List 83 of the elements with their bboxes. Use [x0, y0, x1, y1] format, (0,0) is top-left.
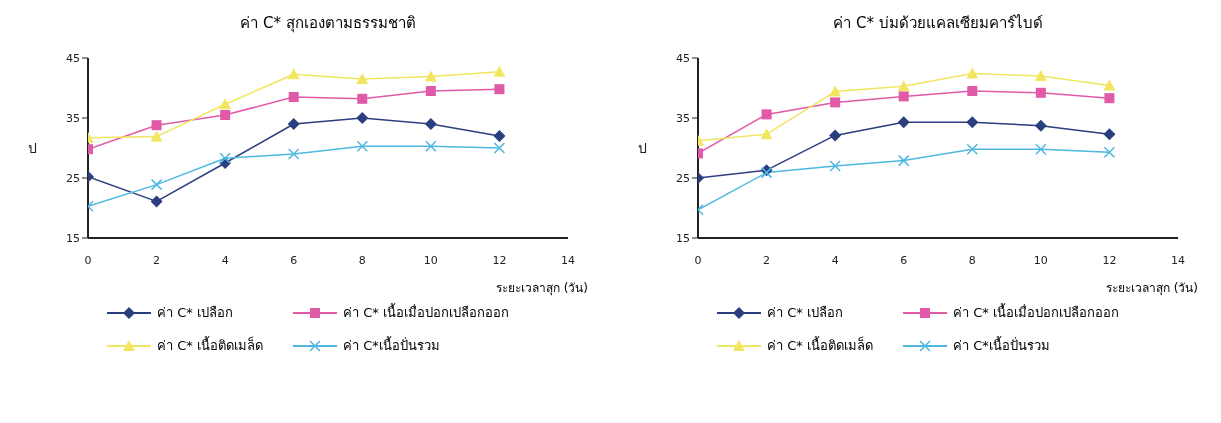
x-tick-label: 2	[153, 253, 161, 267]
x-tick-label: 10	[1033, 253, 1048, 267]
x-tick-label: 0	[84, 253, 92, 267]
point	[966, 116, 979, 129]
x-tick-label: 12	[492, 253, 507, 267]
point	[897, 116, 910, 129]
legend-label: ค่า C*เนื้อปั่นรวม	[953, 335, 1050, 355]
legend-label: ค่า C* เปลือก	[767, 304, 843, 322]
x-tick-label: 12	[1102, 253, 1117, 267]
point	[356, 112, 369, 124]
legend-label: ค่า C* เปลือก	[157, 304, 233, 322]
point	[493, 142, 506, 154]
point	[966, 67, 979, 79]
point	[494, 84, 505, 95]
point	[219, 98, 232, 110]
point	[150, 195, 163, 208]
y-axis-title: ป	[28, 139, 37, 156]
point	[287, 118, 300, 130]
point	[967, 86, 978, 96]
x-tick-label: 4	[831, 253, 839, 267]
point	[356, 73, 369, 84]
point	[760, 128, 773, 140]
legend-label: ค่า C* เนื้อติดเมล็ด	[767, 335, 873, 355]
point	[1034, 119, 1047, 132]
y-tick-label: 15	[676, 231, 690, 245]
point	[830, 97, 841, 108]
point	[1103, 128, 1116, 141]
point	[356, 140, 369, 152]
y-tick-label: 45	[66, 51, 80, 65]
point	[357, 93, 368, 104]
y-tick-label: 15	[66, 231, 80, 245]
point	[150, 178, 163, 191]
point	[897, 154, 910, 167]
y-tick-label: 45	[676, 51, 690, 65]
legend-label: ค่า C*เนื้อปั่นรวม	[343, 335, 440, 355]
y-tick-label: 35	[676, 111, 690, 125]
legend-label: ค่า C* เนื้อเมื่อปอกเปลือกออก	[343, 302, 509, 322]
point	[1035, 87, 1046, 98]
point	[829, 160, 841, 172]
x-tick-label: 4	[221, 253, 229, 267]
point	[287, 148, 300, 160]
x-tick-label: 14	[561, 253, 575, 267]
point	[425, 140, 437, 152]
point	[425, 86, 436, 96]
x-axis-title: ระยะเวลาสุก (วัน)	[1104, 280, 1199, 298]
point	[287, 68, 300, 80]
point	[493, 130, 506, 142]
point	[493, 65, 506, 77]
point	[1103, 146, 1116, 158]
chart-title: ค่า C* สุกเองตามธรรมชาติ	[239, 13, 417, 35]
chart-title: ค่า C* บ่มด้วยแคลเซียมคาร์ไบด์	[832, 13, 1044, 34]
point	[288, 92, 299, 102]
point	[424, 118, 437, 130]
x-tick-label: 6	[900, 253, 908, 267]
y-tick-label: 25	[66, 171, 80, 185]
point	[898, 91, 909, 102]
point	[151, 120, 162, 131]
point	[1035, 143, 1047, 155]
x-axis-title: ระยะเวลาสุก (วัน)	[494, 280, 589, 298]
x-tick-label: 10	[423, 253, 438, 267]
legend-label: ค่า C* เนื้อติดเมล็ด	[157, 335, 263, 355]
point	[219, 152, 231, 164]
x-tick-label: 14	[1171, 253, 1185, 267]
point	[966, 143, 979, 155]
point	[424, 70, 437, 82]
y-tick-label: 35	[66, 111, 80, 125]
x-tick-label: 8	[358, 253, 366, 267]
point	[761, 109, 772, 120]
point	[829, 129, 842, 142]
x-tick-label: 8	[968, 253, 976, 267]
y-tick-label: 25	[676, 171, 690, 185]
point	[897, 80, 910, 92]
point	[1034, 70, 1047, 81]
point	[220, 110, 231, 120]
point	[1103, 79, 1116, 91]
x-tick-label: 6	[290, 253, 298, 267]
point	[150, 130, 163, 142]
point	[1104, 93, 1115, 104]
y-axis-title: ป	[638, 139, 647, 156]
x-tick-label: 2	[763, 253, 771, 267]
point	[829, 85, 842, 97]
x-tick-label: 0	[694, 253, 702, 267]
legend-label: ค่า C* เนื้อเมื่อปอกเปลือกออก	[953, 302, 1119, 322]
